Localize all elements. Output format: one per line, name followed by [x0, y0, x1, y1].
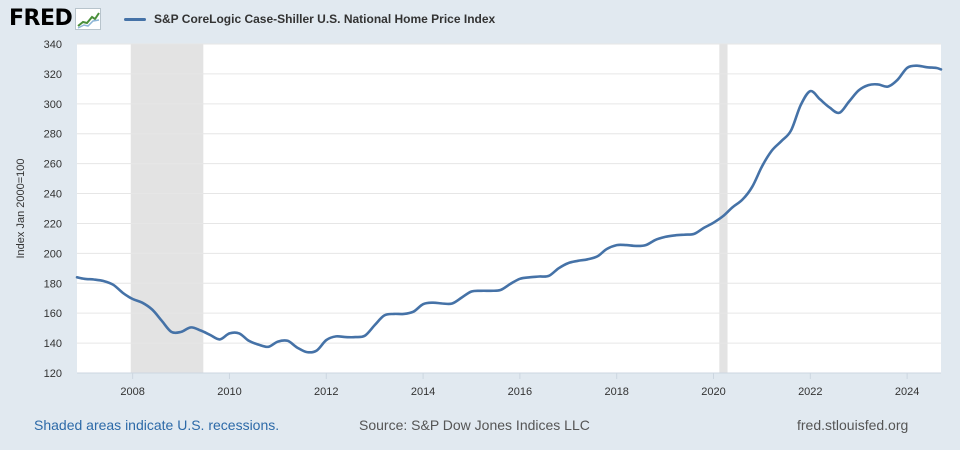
x-tick-label: 2012	[314, 386, 338, 398]
x-axis-ticks: 2008 2010 2012 2014 2016 2018 2020 2022 2024	[120, 373, 919, 398]
y-tick-label: 220	[44, 218, 62, 230]
x-tick-label: 2008	[120, 386, 144, 398]
x-tick-label: 2022	[798, 386, 822, 398]
y-axis-ticks: 120 140 160 180 200 220 240 260 280 300 320 340	[44, 39, 62, 380]
y-tick-label: 240	[44, 189, 62, 201]
y-tick-label: 180	[44, 278, 62, 290]
x-tick-label: 2024	[895, 386, 919, 398]
x-tick-label: 2018	[604, 386, 628, 398]
y-tick-label: 260	[44, 159, 62, 171]
chart-legend[interactable]: S&P CoreLogic Case-Shiller U.S. National…	[124, 12, 495, 26]
series-layer	[75, 64, 943, 354]
source-note: Source: S&P Dow Jones Indices LLC	[359, 417, 590, 433]
recession-bands	[130, 44, 728, 373]
line-graph-icon	[75, 8, 102, 30]
chart-header: FRED S&P CoreLogic Case-Shiller U.S. Nat…	[0, 0, 960, 40]
y-tick-label: 160	[44, 308, 62, 320]
site-link[interactable]: fred.stlouisfed.org	[797, 417, 909, 433]
y-tick-label: 120	[44, 368, 62, 380]
series-line	[75, 64, 943, 354]
fred-logo[interactable]: FRED	[9, 6, 102, 32]
y-tick-label: 320	[44, 69, 62, 81]
grid-lines	[77, 43, 941, 374]
recession-band	[719, 44, 728, 373]
legend-swatch	[124, 17, 146, 21]
fred-logo-text: FRED	[9, 6, 73, 31]
x-tick-label: 2020	[701, 386, 725, 398]
y-tick-label: 300	[44, 99, 62, 111]
y-axis-label: Index Jan 2000=100	[15, 158, 27, 258]
recession-band	[130, 44, 204, 373]
x-tick-label: 2010	[217, 386, 241, 398]
legend-label: S&P CoreLogic Case-Shiller U.S. National…	[154, 12, 496, 26]
y-tick-label: 340	[44, 39, 62, 51]
x-tick-label: 2016	[508, 386, 532, 398]
plot-area	[77, 44, 941, 373]
y-tick-label: 200	[44, 248, 62, 260]
x-tick-label: 2014	[411, 386, 435, 398]
y-tick-label: 140	[44, 338, 62, 350]
line-chart: 120 140 160 180 200 220 240 260 280 300 320 340 200…	[15, 39, 943, 398]
y-tick-label: 280	[44, 129, 62, 141]
recession-note: Shaded areas indicate U.S. recessions.	[34, 417, 280, 433]
